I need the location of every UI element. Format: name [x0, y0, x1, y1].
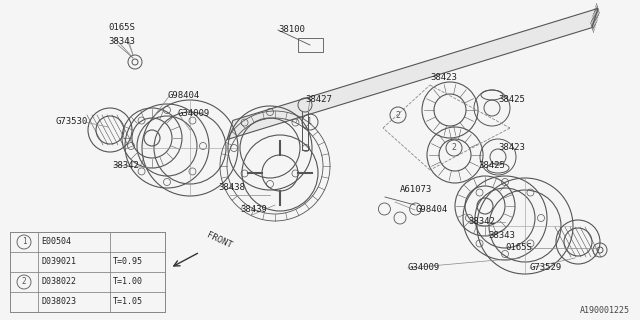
Bar — [10, 232, 165, 312]
Text: D039021: D039021 — [41, 258, 76, 267]
Text: 1: 1 — [22, 237, 26, 246]
Bar — [298, 38, 323, 52]
Text: A190001225: A190001225 — [580, 306, 630, 315]
Text: 38423: 38423 — [498, 143, 525, 153]
Text: 38425: 38425 — [498, 95, 525, 105]
Text: 38343: 38343 — [488, 230, 515, 239]
Text: 0165S: 0165S — [505, 244, 532, 252]
Text: G73529: G73529 — [530, 263, 563, 273]
Text: G73530: G73530 — [56, 117, 88, 126]
Text: 1: 1 — [307, 117, 312, 126]
Text: T=1.05: T=1.05 — [113, 298, 143, 307]
Text: T=0.95: T=0.95 — [113, 258, 143, 267]
Text: 38439: 38439 — [240, 205, 267, 214]
Text: T=1.00: T=1.00 — [113, 277, 143, 286]
Text: 38425: 38425 — [478, 161, 505, 170]
Text: G98404: G98404 — [168, 91, 200, 100]
Text: G34009: G34009 — [178, 108, 211, 117]
Text: 38342: 38342 — [468, 218, 495, 227]
Polygon shape — [227, 8, 598, 140]
Text: 38342: 38342 — [112, 161, 139, 170]
Text: 0165S: 0165S — [108, 23, 135, 33]
Text: 38438: 38438 — [218, 183, 245, 193]
Text: G98404: G98404 — [415, 205, 447, 214]
Text: D038022: D038022 — [41, 277, 76, 286]
Text: 2: 2 — [451, 143, 456, 153]
Text: 38427: 38427 — [305, 95, 332, 105]
Text: E00504: E00504 — [41, 237, 71, 246]
Text: G34009: G34009 — [408, 263, 440, 273]
Text: 2: 2 — [22, 277, 26, 286]
Text: FRONT: FRONT — [205, 230, 233, 250]
Text: 2: 2 — [396, 110, 401, 119]
Text: A61073: A61073 — [400, 186, 432, 195]
Text: 38343: 38343 — [108, 37, 135, 46]
Text: 38423: 38423 — [430, 74, 457, 83]
Text: 38100: 38100 — [278, 26, 305, 35]
Text: D038023: D038023 — [41, 298, 76, 307]
